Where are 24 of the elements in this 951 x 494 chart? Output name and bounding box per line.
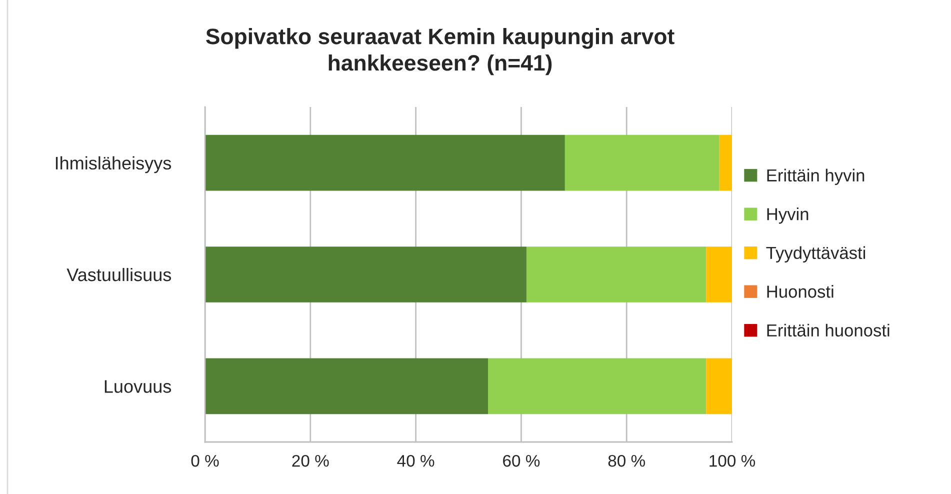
- bar: [205, 134, 565, 191]
- bar: [564, 134, 720, 191]
- y-tick-label: Vastuullisuus: [66, 268, 172, 282]
- x-tick-label: 80 %: [608, 454, 645, 467]
- legend-label: Hyvin: [767, 208, 808, 224]
- x-tick-label: 60 %: [503, 454, 540, 467]
- x-tick-label: 100 %: [710, 454, 756, 467]
- bar: [205, 358, 488, 414]
- bar: [719, 134, 732, 191]
- legend-label: Erittäin hyvin: [767, 168, 864, 185]
- bar: [488, 358, 706, 414]
- y-tick-label: Ihmisläheisyys: [56, 156, 172, 174]
- bar: [526, 246, 706, 302]
- x-tick-label: 0 %: [191, 454, 219, 467]
- y-tick-label: Luovuus: [104, 380, 172, 393]
- legend-label: Tyydyttävästi: [766, 246, 866, 262]
- bar: [706, 358, 732, 414]
- x-tick-label: 20 %: [292, 454, 329, 467]
- x-tick-label: 40 %: [397, 454, 434, 467]
- chart-title: Sopivatko seuraavat Kemin kaupungin arvot hankkeeseen? (n=41): [206, 28, 674, 76]
- bar: [706, 246, 732, 302]
- bar: [205, 246, 526, 302]
- legend-label: Erittäin huonosti: [767, 324, 890, 337]
- legend-label: Huonosti: [767, 285, 834, 298]
